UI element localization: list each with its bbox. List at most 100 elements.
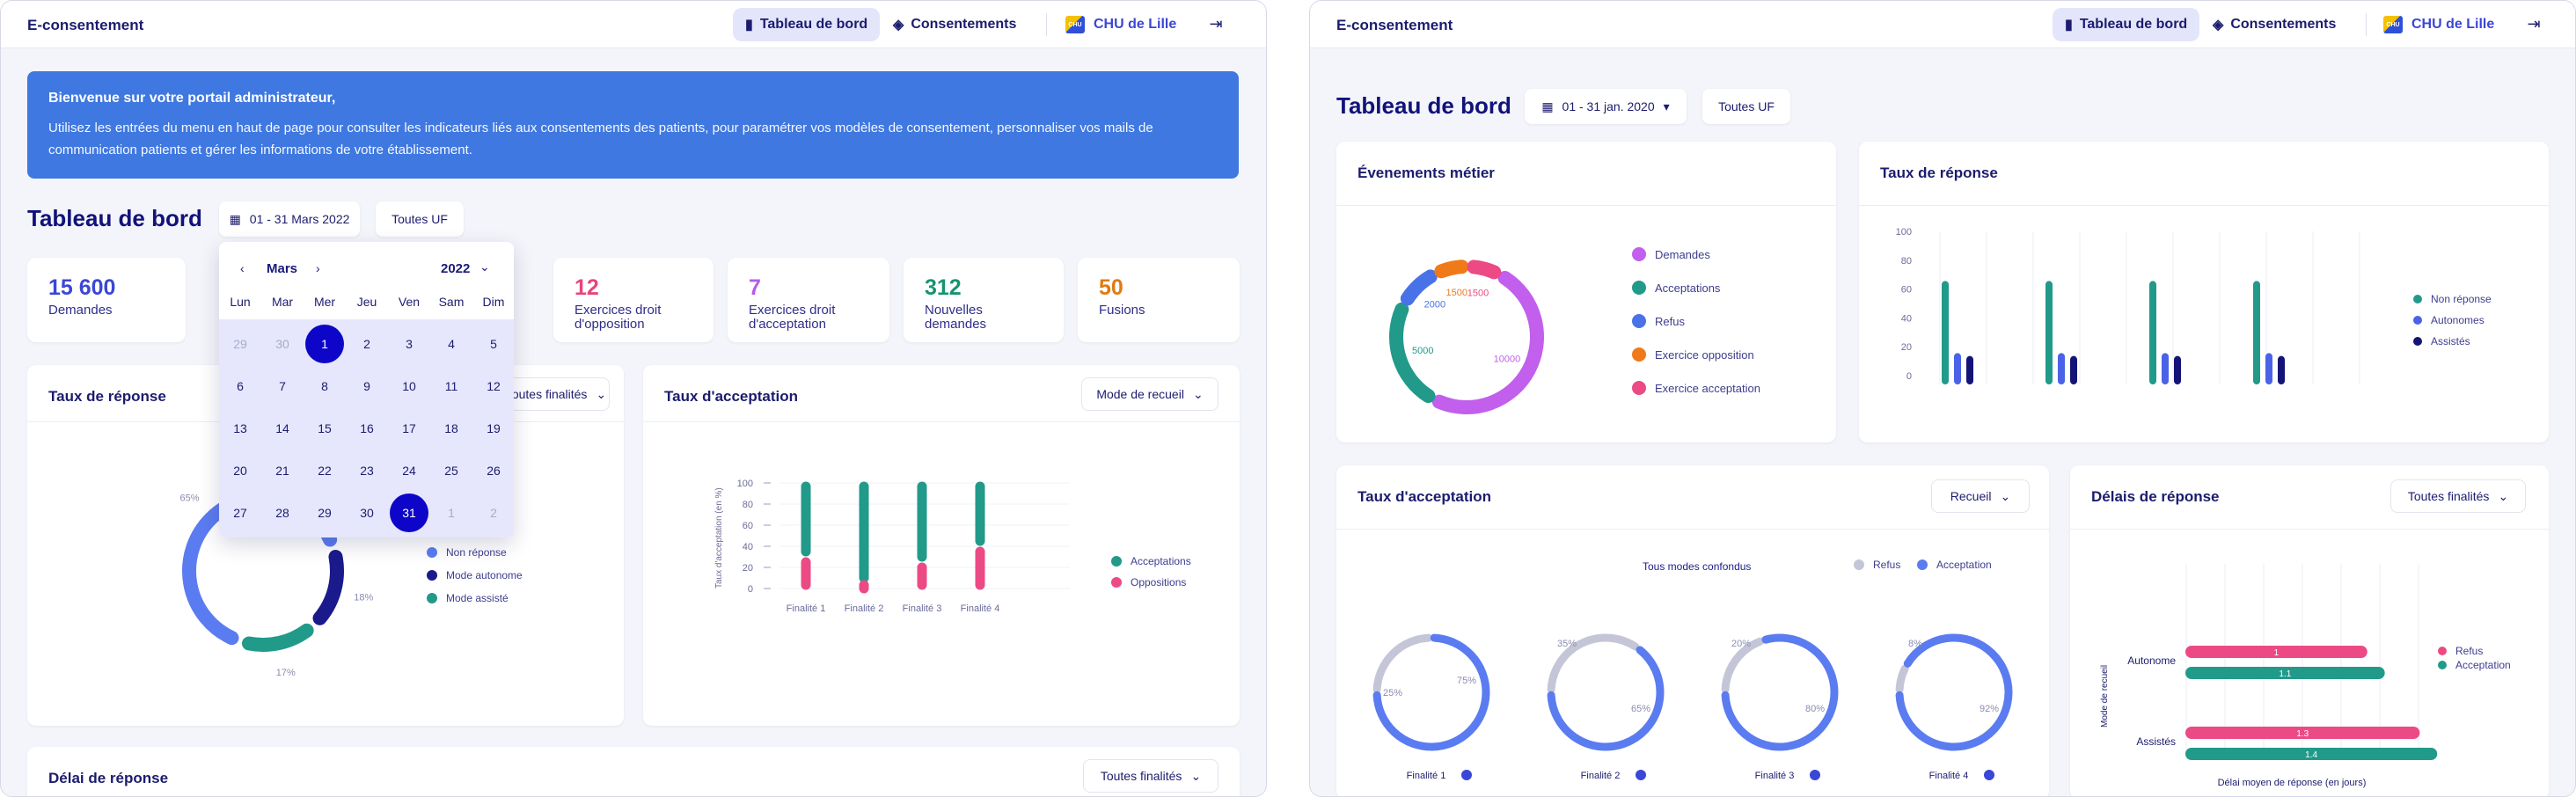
calendar-day[interactable]: 20 xyxy=(233,464,247,478)
acceptance-donut-segment xyxy=(1547,646,1665,751)
acceptation-label: 65% xyxy=(1631,704,1650,714)
card-title: Taux de réponse xyxy=(48,388,166,405)
calendar-day[interactable]: 27 xyxy=(233,506,247,520)
calendar-day[interactable]: 17 xyxy=(402,421,416,435)
calendar-day[interactable]: 15 xyxy=(318,421,332,435)
year-label[interactable]: 2022 xyxy=(441,261,471,276)
calendar-day[interactable]: 1 xyxy=(448,506,455,520)
response-donut-label: 18% xyxy=(354,592,373,603)
calendar-day[interactable]: 26 xyxy=(487,464,501,478)
calendar-day[interactable]: 16 xyxy=(360,421,374,435)
calendar-day[interactable]: 5 xyxy=(490,337,497,351)
nav-dashboard[interactable]: ▮ Tableau de bord xyxy=(733,8,881,41)
events-donut-label: 10000 xyxy=(1494,354,1521,364)
stat-value: 15 600 xyxy=(48,275,116,300)
date-range-picker[interactable]: ▦ 01 - 31 jan. 2020 ▾ xyxy=(1525,89,1687,124)
calendar-day[interactable]: 23 xyxy=(360,464,374,478)
app-brand[interactable]: E-consentement xyxy=(1336,17,1453,33)
calendar-day[interactable]: 2 xyxy=(363,337,370,351)
calendar-day[interactable]: 3 xyxy=(406,337,413,351)
calendar-day[interactable]: 22 xyxy=(318,464,332,478)
bar-chart-icon: ▮ xyxy=(2065,18,2073,33)
calendar-day[interactable]: 6 xyxy=(237,379,244,393)
y-tick-label: 100 xyxy=(737,479,753,489)
chevron-down-icon[interactable]: ⌄ xyxy=(479,260,490,274)
prev-month-icon[interactable]: ‹ xyxy=(240,261,245,275)
info-icon xyxy=(1461,770,1472,780)
stat-label: Exercices droit d'opposition xyxy=(574,303,662,332)
acceptance-donut-segment xyxy=(1721,633,1839,751)
acceptation-label: 80% xyxy=(1805,704,1825,714)
response-donut-label: 17% xyxy=(276,668,296,678)
logout-icon[interactable]: ⇥ xyxy=(1209,15,1223,33)
info-icon xyxy=(1984,770,1994,780)
calendar-day[interactable]: 25 xyxy=(444,464,458,478)
calendar-icon: ▦ xyxy=(229,211,241,226)
next-month-icon[interactable]: › xyxy=(316,261,320,275)
calendar-day[interactable]: 4 xyxy=(448,337,455,351)
nav-dashboard[interactable]: ▮ Tableau de bord xyxy=(2053,8,2200,41)
unit-filter-button[interactable]: Toutes UF xyxy=(376,201,464,237)
nav-dashboard-label: Tableau de bord xyxy=(759,17,868,32)
nav-dashboard-label: Tableau de bord xyxy=(2079,17,2188,32)
y-tick-label: 40 xyxy=(743,542,753,552)
calendar-day[interactable]: 30 xyxy=(275,337,289,351)
dropdown-label: Toutes finalités xyxy=(2407,489,2490,503)
calendar-day[interactable]: 8 xyxy=(321,379,328,393)
legend-item: Mode assisté xyxy=(427,592,509,604)
collection-mode-dropdown[interactable]: Mode de recueil ⌄ xyxy=(1081,377,1218,411)
calendar-day[interactable]: 2 xyxy=(490,506,497,520)
calendar-day[interactable]: 29 xyxy=(233,337,247,351)
date-range-picker[interactable]: ▦ 01 - 31 Mars 2022 xyxy=(219,201,360,237)
top-navbar: E-consentement ▮ Tableau de bord ◈ Consent… xyxy=(1,1,1266,48)
acceptance-donuts: 25% 75% Finalité 1 35% 65% Finalité 2 20% 80% Fi… xyxy=(1372,633,2013,781)
bar-value-label: 1.4 xyxy=(2305,750,2317,760)
finality-filter-dropdown[interactable]: Toutes finalités ⌄ xyxy=(2390,479,2526,513)
calendar-day[interactable]: 18 xyxy=(444,421,458,435)
calendar-day[interactable]: 30 xyxy=(360,506,374,520)
unit-filter-button[interactable]: Toutes UF xyxy=(1702,89,1790,124)
finality-filter-dropdown[interactable]: Toutes finalités ⌄ xyxy=(502,377,610,411)
finality-filter-dropdown[interactable]: Toutes finalités ⌄ xyxy=(1083,759,1218,793)
app-brand[interactable]: E-consentement xyxy=(27,17,144,33)
calendar-day[interactable]: 12 xyxy=(487,379,501,393)
page-title: Tableau de bord xyxy=(1336,92,1511,119)
response-delay-chart: Mode de recueil Délai moyen de réponse (e… xyxy=(2100,564,2438,788)
stat-card-acceptance: 7 Exercices droit d'acceptation xyxy=(728,258,889,342)
banner-line-1: Utilisez les entrées du menu en haut de … xyxy=(48,121,1153,135)
acceptance-donut-segment xyxy=(1547,633,1640,694)
calendar-day[interactable]: 29 xyxy=(318,506,332,520)
org-name: CHU de Lille xyxy=(1094,17,1177,32)
card-title: Délai de réponse xyxy=(48,770,169,786)
stat-card-merges: 50 Fusions xyxy=(1078,258,1240,342)
calendar-day[interactable]: 19 xyxy=(487,421,501,435)
calendar-day[interactable]: 24 xyxy=(402,464,416,478)
page-title: Tableau de bord xyxy=(27,205,202,231)
acceptance-donut-segment xyxy=(1895,633,2013,751)
calendar-day[interactable]: 31 xyxy=(390,494,428,532)
org-selector[interactable]: CHU CHU de Lille xyxy=(1065,8,1176,41)
calendar-day[interactable]: 9 xyxy=(363,379,370,393)
org-logo: CHU xyxy=(1065,16,1085,33)
right-screen: E-consentement ▮ Tableau de bord ◈ Consent… xyxy=(1309,0,2576,797)
calendar-day[interactable]: 7 xyxy=(279,379,286,393)
calendar-day[interactable]: 1 xyxy=(305,325,344,363)
calendar-day[interactable]: 13 xyxy=(233,421,247,435)
logout-icon[interactable]: ⇥ xyxy=(2527,15,2541,33)
calendar-day[interactable]: 10 xyxy=(402,379,416,393)
unit-filter-label: Toutes UF xyxy=(392,212,448,226)
events-donut-segment xyxy=(1467,260,1502,280)
collection-dropdown[interactable]: Recueil ⌄ xyxy=(1931,479,2030,513)
refus-label: 25% xyxy=(1383,688,1402,698)
calendar-day[interactable]: 21 xyxy=(275,464,289,478)
org-selector[interactable]: CHU CHU de Lille xyxy=(2383,8,2494,41)
calendar-day[interactable]: 14 xyxy=(275,421,289,435)
calendar-day[interactable]: 28 xyxy=(275,506,289,520)
nav-consents[interactable]: ◈ Consentements xyxy=(881,8,1028,41)
y-tick-label: 20 xyxy=(1901,342,1912,353)
month-label[interactable]: Mars xyxy=(267,261,298,276)
nav-consents[interactable]: ◈ Consentements xyxy=(2200,8,2348,41)
calendar-day[interactable]: 11 xyxy=(444,379,458,393)
nav-consents-label: Consentements xyxy=(911,17,1017,32)
y-axis-label: Mode de recueil xyxy=(2100,665,2110,728)
